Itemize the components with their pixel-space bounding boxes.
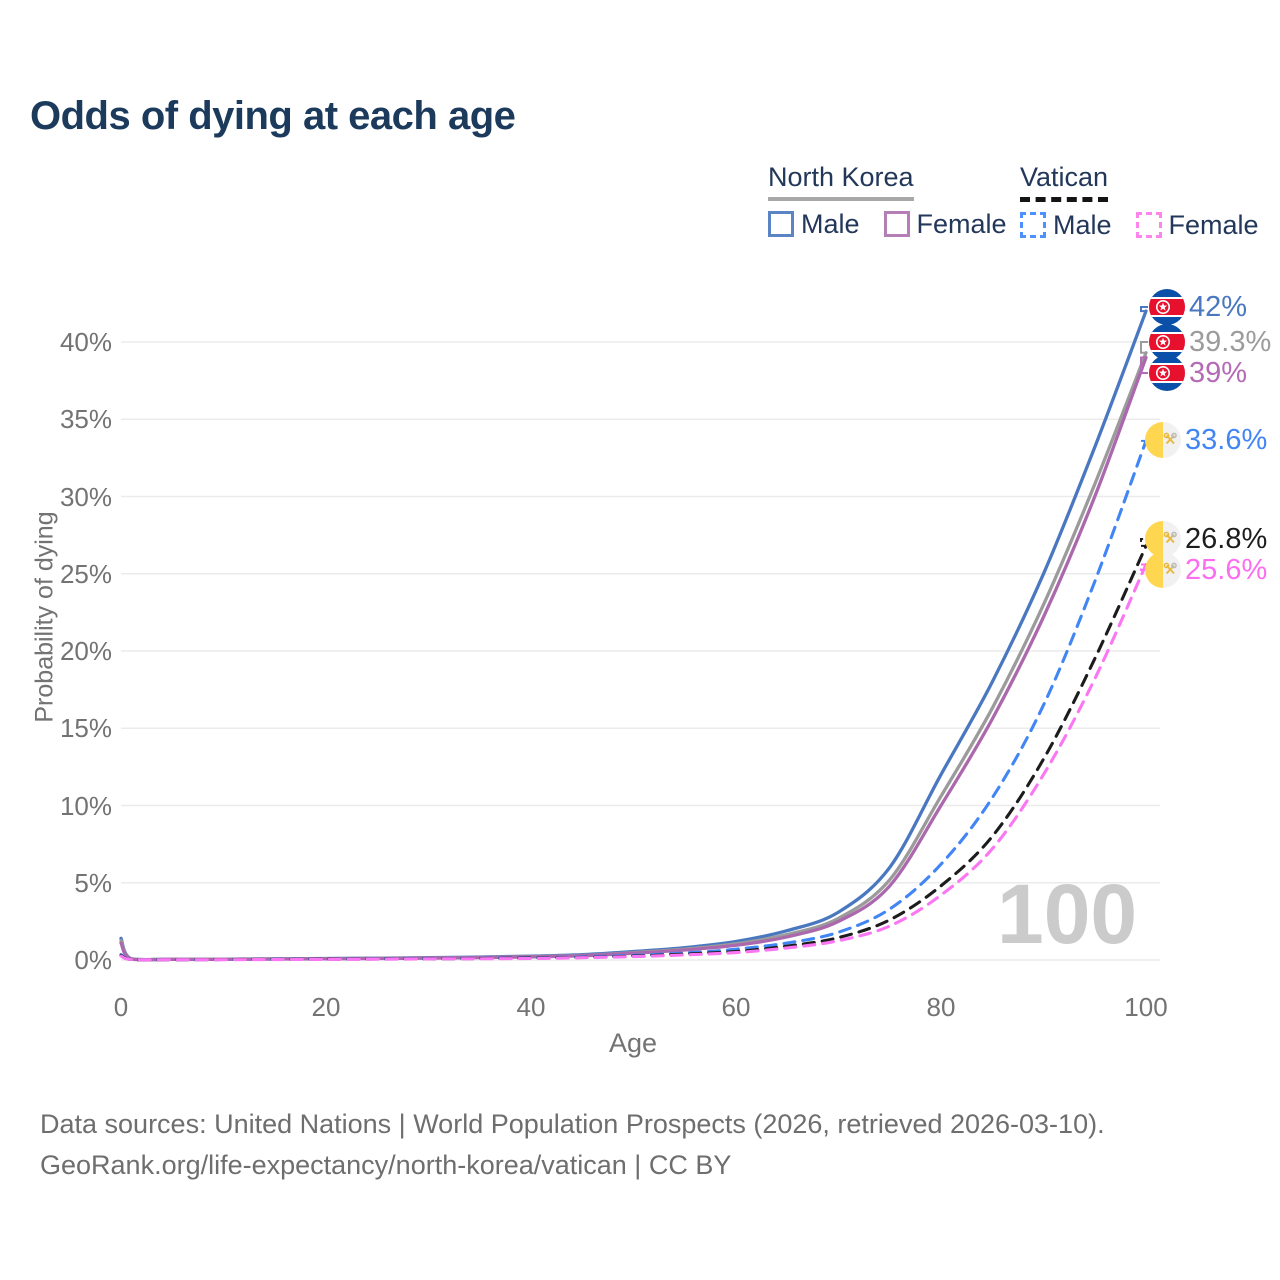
y-axis-title: Probability of dying [30,511,59,723]
legend-item-vatican-male[interactable]: Male [1020,211,1112,239]
footer-data-sources: Data sources: United Nations | World Pop… [40,1109,1105,1139]
x-tick-label: 80 [926,992,956,1022]
x-tick-label: 100 [1124,992,1168,1022]
vatican-flag-icon [1145,552,1181,588]
legend-item-label: Female [916,209,1007,239]
legend-item-label: Male [801,209,860,239]
x-tick-label: 0 [113,992,129,1022]
age-counter-watermark: 100 [997,867,1138,961]
y-tick-label: 15% [59,713,112,744]
footer-attribution: GeoRank.org/life-expectancy/north-korea/… [40,1150,732,1180]
y-tick-label: 0% [74,945,112,975]
y-tick-label: 10% [59,790,112,821]
legend-item-north-korea-male[interactable]: Male [768,210,860,238]
north-korea-flag-icon [1149,324,1185,360]
vatican-flag-badge [1145,521,1181,557]
north-korea-flag-badge [1149,289,1185,325]
vatican-flag-icon [1145,422,1181,458]
series-line-vatican-male[interactable] [119,439,1148,962]
end-value-label: 39% [1189,357,1248,389]
end-value-label: 42% [1189,291,1248,323]
legend-group-title-vatican[interactable]: Vatican [1020,162,1109,202]
x-tick-label: 20 [311,992,341,1022]
y-tick-label: 5% [74,867,112,898]
x-axis-title: Age [608,1028,658,1058]
north-korea-flag-badge [1149,324,1185,360]
series-line-north-korea-male[interactable] [119,309,1148,962]
north-korea-flag-icon [1149,289,1185,325]
legend-items-north-korea: Male Female [768,210,1007,238]
swatch-vatican-female [1135,212,1162,238]
x-tick-label: 60 [721,992,751,1022]
series-line-north-korea-both-sexes[interactable] [119,351,1148,962]
series-line-north-korea-female[interactable] [119,355,1148,962]
legend-group-vatican: Vatican Male Female [1020,162,1259,239]
legend-group-north-korea: North Korea Male Female [768,162,1007,238]
x-tick-label: 40 [516,992,546,1022]
y-tick-label: 40% [59,327,112,357]
vatican-flag-icon [1145,521,1181,557]
legend-item-label: Female [1168,210,1259,240]
end-value-label: 33.6% [1185,424,1268,456]
chart-title: Odds of dying at each age [30,94,516,138]
legend-item-label: Male [1053,210,1112,240]
footer: Data sources: United Nations | World Pop… [40,1104,1105,1186]
vatican-flag-badge [1145,422,1181,458]
end-value-label: 26.8% [1185,523,1268,555]
series-lines [119,309,1148,962]
legend-items-vatican: Male Female [1020,211,1259,239]
end-value-label: 39.3% [1189,326,1272,358]
legend-item-vatican-female[interactable]: Female [1135,210,1259,240]
legend-group-title-north-korea[interactable]: North Korea [768,162,914,201]
north-korea-flag-badge [1149,355,1185,391]
swatch-north-korea-female [883,211,910,237]
y-tick-label: 35% [59,404,112,435]
end-value-label: 25.6% [1185,554,1268,586]
north-korea-flag-icon [1149,355,1185,391]
series-line-vatican-both-sexes[interactable] [119,544,1148,962]
series-line-vatican-female[interactable] [119,562,1148,962]
legend-item-north-korea-female[interactable]: Female [883,209,1007,239]
vatican-flag-badge [1145,552,1181,588]
y-tick-label: 25% [59,558,112,589]
swatch-vatican-male [1020,212,1046,238]
y-tick-label: 30% [59,481,112,512]
y-tick-label: 20% [59,636,112,666]
swatch-north-korea-male [768,211,794,237]
leader-line [1140,341,1148,354]
